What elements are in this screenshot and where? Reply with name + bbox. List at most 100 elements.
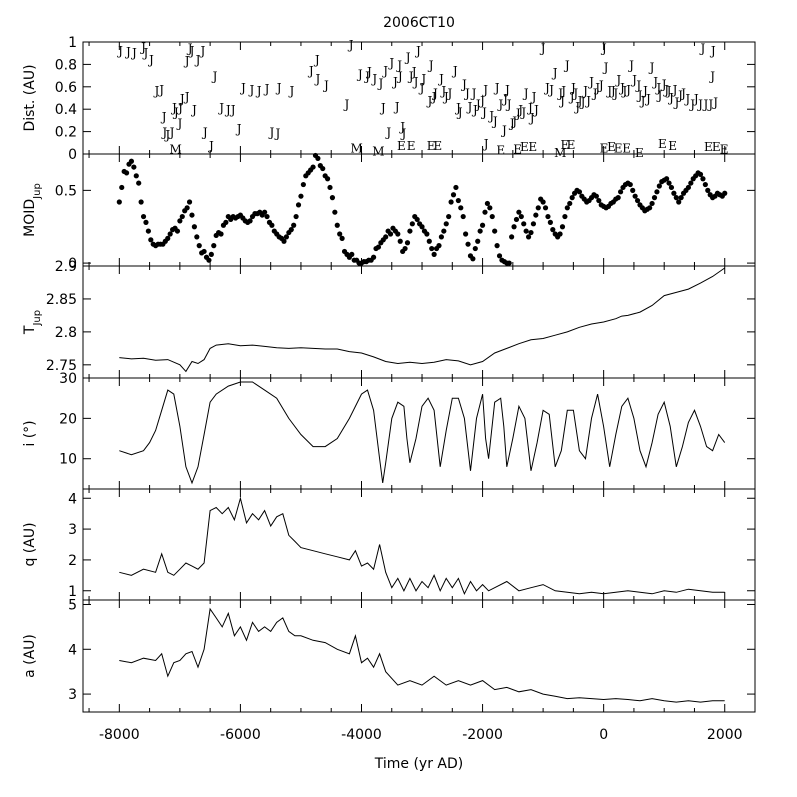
point bbox=[383, 234, 389, 240]
point-E: E bbox=[513, 142, 522, 156]
point-E: E bbox=[567, 138, 576, 152]
x-axis: -8000 -6000 -4000 -2000 0 2000 bbox=[99, 727, 743, 743]
point bbox=[349, 251, 355, 257]
y-tick-label: 0.8 bbox=[55, 57, 77, 73]
point-J: J bbox=[229, 103, 236, 117]
point bbox=[458, 205, 464, 211]
point bbox=[647, 205, 653, 211]
x-tick-label: 2000 bbox=[707, 727, 743, 743]
point-J: J bbox=[496, 98, 503, 112]
x-tick-label: 0 bbox=[599, 727, 608, 743]
point bbox=[530, 221, 537, 227]
y-axis-label-incl: i (°) bbox=[22, 420, 38, 446]
point bbox=[482, 209, 488, 215]
point bbox=[513, 216, 520, 223]
point-J: J bbox=[508, 117, 515, 131]
point-J: J bbox=[239, 81, 246, 95]
point-J: J bbox=[641, 84, 648, 98]
point bbox=[300, 181, 306, 188]
point-J: J bbox=[431, 86, 438, 100]
point bbox=[436, 243, 442, 249]
y-tick-label: 4 bbox=[68, 491, 77, 507]
point-J: J bbox=[688, 98, 695, 112]
point-E: E bbox=[635, 146, 644, 160]
point-J: J bbox=[558, 94, 565, 108]
point bbox=[131, 164, 137, 170]
point bbox=[518, 213, 524, 220]
point-J: J bbox=[708, 70, 715, 84]
point-J: J bbox=[493, 81, 500, 95]
point bbox=[649, 200, 655, 207]
point-J: J bbox=[530, 90, 537, 104]
point-J: J bbox=[600, 42, 607, 56]
point bbox=[448, 199, 454, 205]
point bbox=[521, 221, 527, 227]
point bbox=[525, 234, 532, 240]
point-J: J bbox=[287, 84, 294, 98]
point-J: J bbox=[591, 86, 598, 100]
point-J: J bbox=[460, 77, 467, 91]
point bbox=[634, 197, 641, 204]
y-tick-label: 3 bbox=[68, 522, 77, 538]
point-J: J bbox=[307, 64, 314, 78]
point bbox=[438, 234, 444, 240]
point bbox=[218, 231, 224, 237]
point bbox=[567, 200, 573, 207]
point-J: J bbox=[579, 95, 586, 109]
y-tick-label: 0 bbox=[68, 147, 77, 163]
point bbox=[550, 227, 556, 233]
y-tick-label: 2.9 bbox=[55, 259, 77, 275]
point-J: J bbox=[510, 114, 517, 128]
point bbox=[133, 173, 139, 179]
point bbox=[516, 209, 522, 215]
point-J: J bbox=[395, 58, 402, 72]
point-J: J bbox=[667, 91, 674, 105]
point bbox=[705, 187, 711, 193]
point-J: J bbox=[465, 100, 472, 114]
point-J: J bbox=[665, 84, 672, 98]
point bbox=[489, 213, 495, 220]
point bbox=[191, 224, 197, 230]
point-E: E bbox=[607, 140, 616, 154]
point-J: J bbox=[636, 89, 643, 103]
point bbox=[189, 212, 195, 218]
point bbox=[676, 199, 682, 205]
point-J: J bbox=[699, 42, 706, 56]
point bbox=[264, 213, 270, 220]
point-J: J bbox=[480, 105, 487, 119]
point bbox=[453, 184, 459, 191]
point-J: J bbox=[539, 42, 546, 56]
point bbox=[470, 256, 476, 262]
point-E: E bbox=[622, 141, 631, 155]
point-J: J bbox=[551, 66, 558, 80]
point bbox=[593, 193, 599, 199]
point bbox=[174, 228, 181, 234]
point-E: E bbox=[433, 139, 442, 153]
point-J: J bbox=[170, 101, 177, 115]
point bbox=[370, 254, 377, 260]
point-J: J bbox=[116, 44, 123, 58]
point-J: J bbox=[248, 83, 255, 97]
point bbox=[291, 222, 297, 228]
point-J: J bbox=[672, 95, 679, 109]
point-J: J bbox=[183, 54, 190, 68]
point bbox=[484, 200, 491, 207]
point-J: J bbox=[391, 75, 398, 89]
point bbox=[431, 251, 437, 257]
point bbox=[295, 202, 302, 208]
x-tick-label: -2000 bbox=[462, 727, 503, 743]
point bbox=[487, 205, 493, 211]
point-J: J bbox=[634, 79, 641, 93]
point bbox=[223, 219, 229, 225]
point bbox=[463, 231, 469, 237]
point bbox=[407, 228, 413, 234]
point bbox=[671, 190, 677, 196]
point-J: J bbox=[463, 86, 470, 100]
point-J: J bbox=[627, 58, 634, 72]
point bbox=[196, 243, 202, 249]
point bbox=[128, 158, 135, 164]
point bbox=[475, 238, 481, 244]
point-E: E bbox=[528, 140, 537, 154]
point-J: J bbox=[454, 101, 461, 115]
